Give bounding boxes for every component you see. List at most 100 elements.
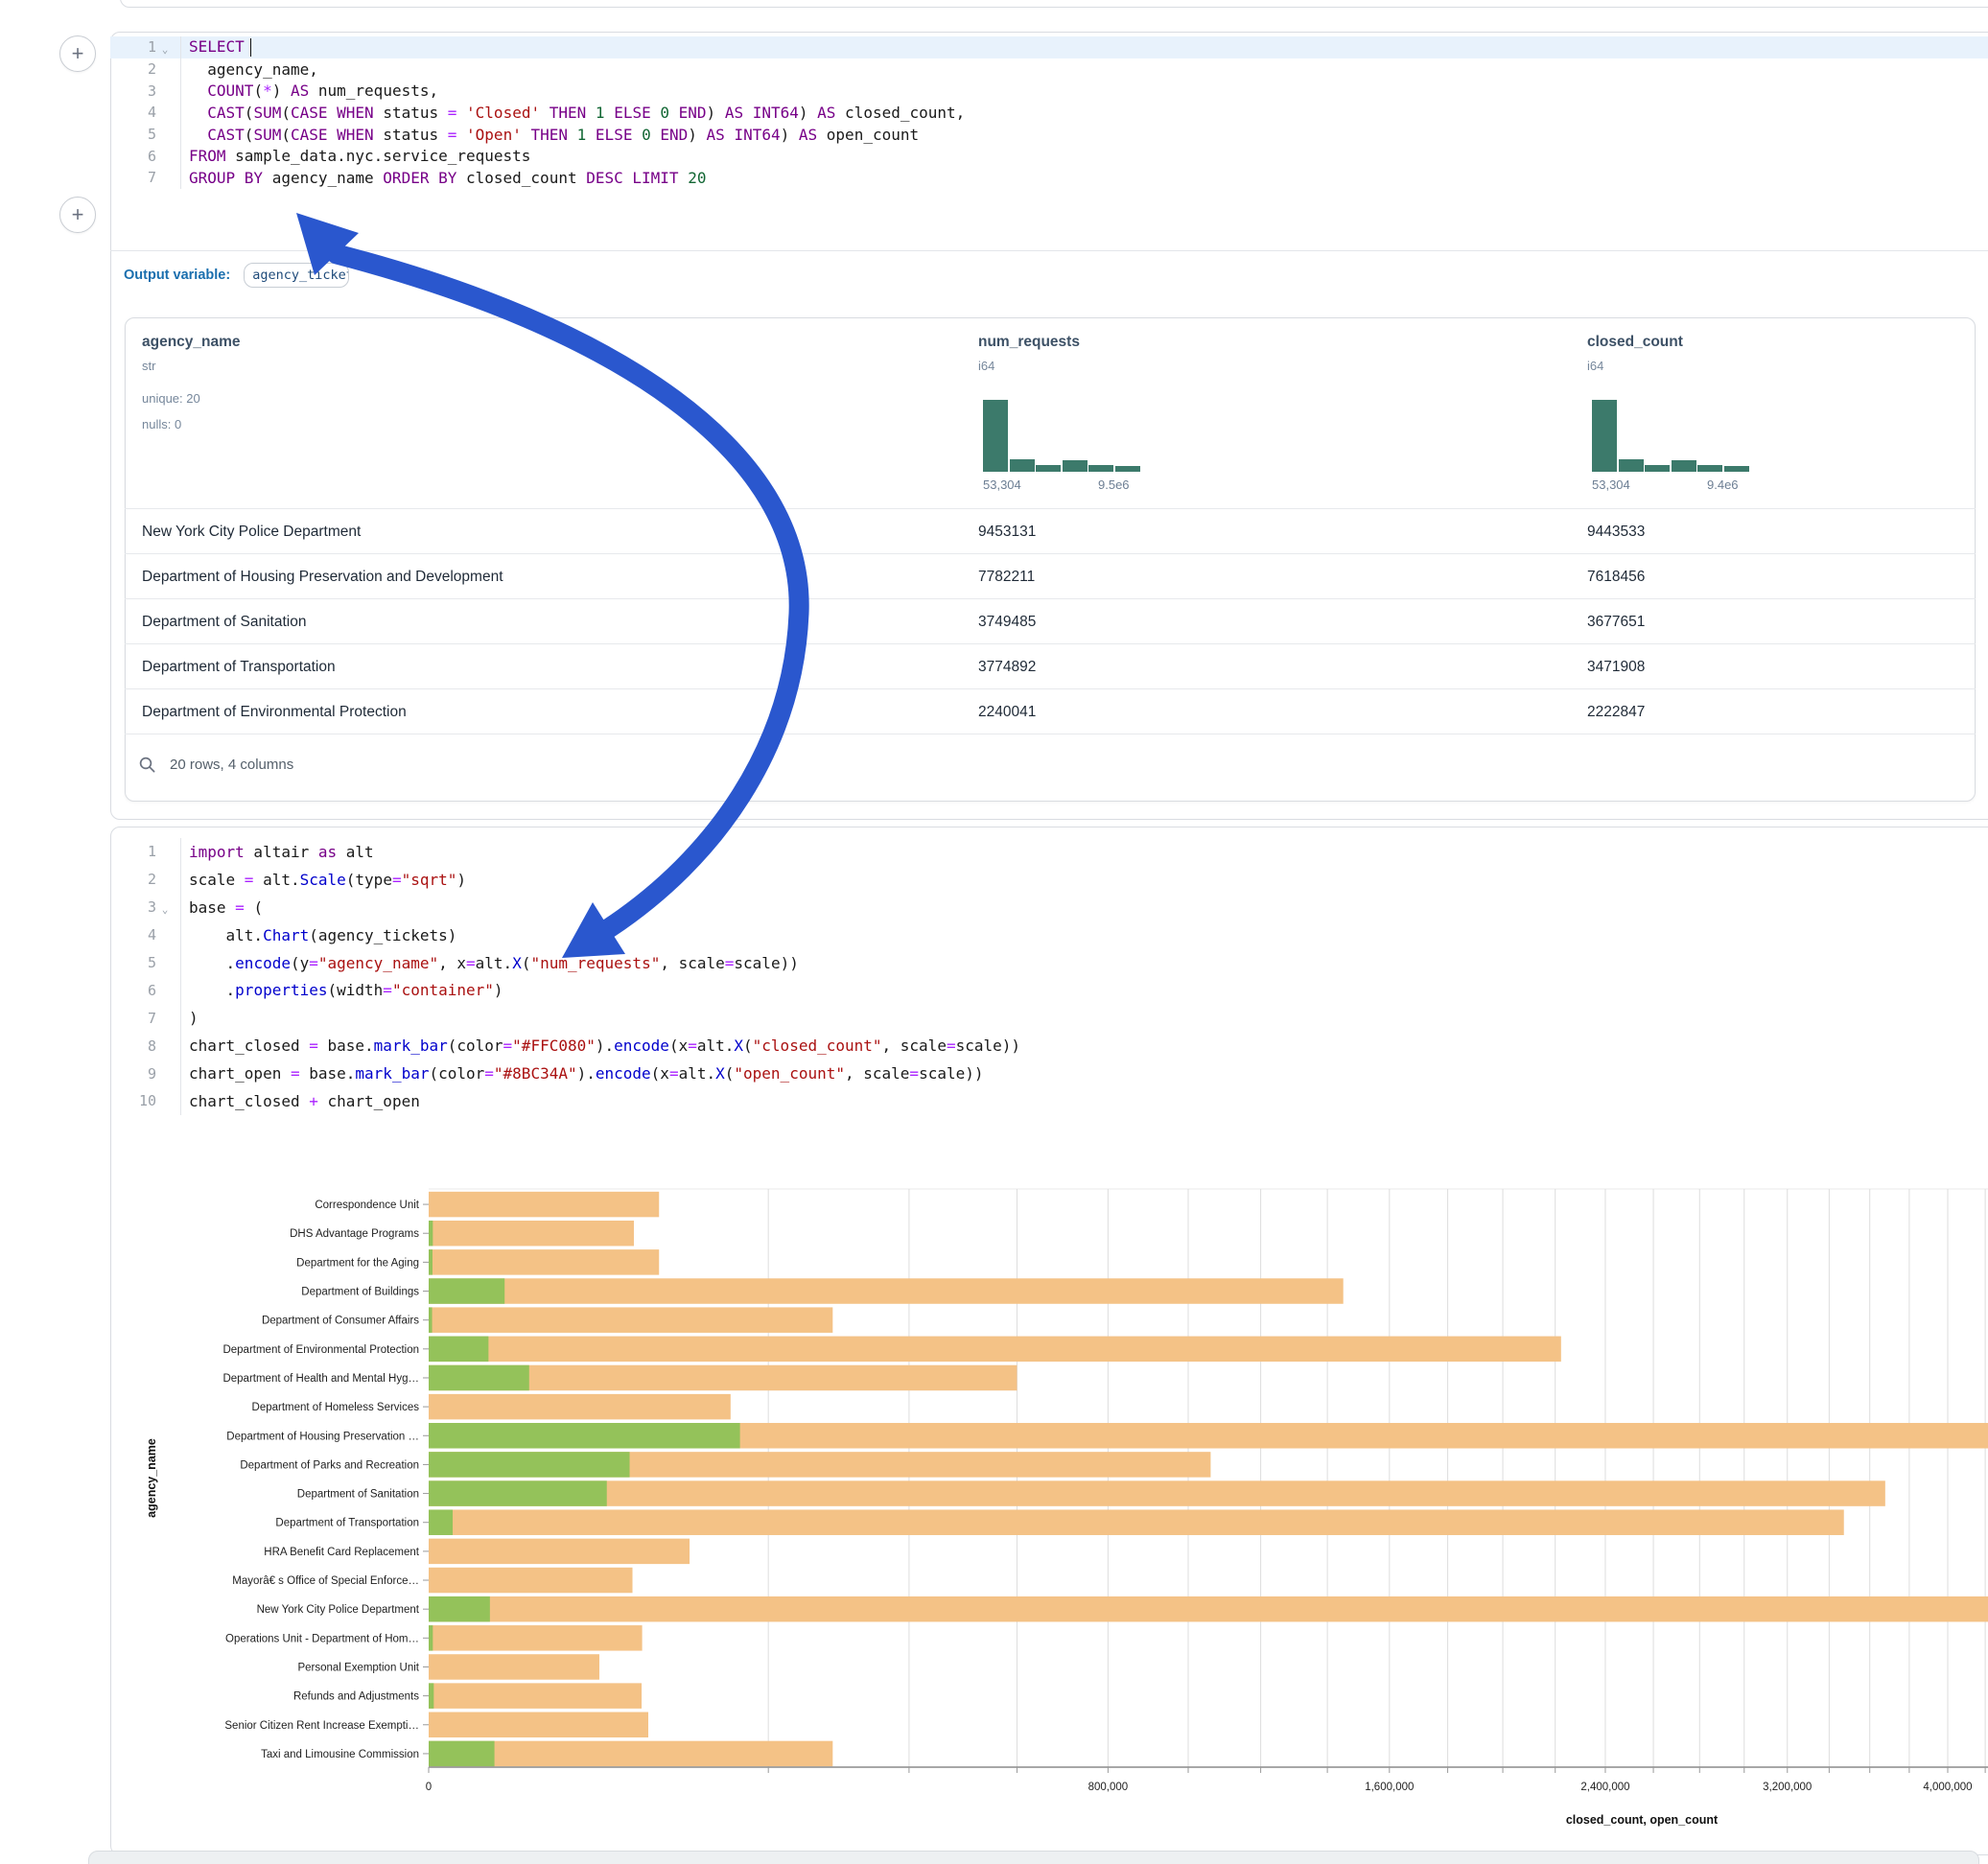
closed-count-bar bbox=[429, 1538, 690, 1565]
add-cell-button-middle[interactable]: + bbox=[59, 197, 96, 233]
gutter-separator bbox=[172, 838, 181, 866]
code-line[interactable]: 1 import altair as alt bbox=[110, 838, 1988, 866]
table-row-count: 20 rows, 4 columns bbox=[170, 757, 294, 773]
y-axis-label: Operations Unit - Department of Hom… bbox=[225, 1633, 419, 1644]
column-dtype: i64 bbox=[978, 359, 995, 373]
x-axis-tick-label: 0 bbox=[426, 1782, 432, 1793]
table-row[interactable]: Department of Environmental Protection 22… bbox=[125, 688, 1976, 734]
search-icon[interactable] bbox=[138, 756, 156, 774]
gutter-separator bbox=[172, 1032, 181, 1060]
code-line[interactable]: 4 CAST(SUM(CASE WHEN status = 'Closed' T… bbox=[110, 102, 1988, 124]
fold-chevron-icon[interactable]: ⌄ bbox=[161, 42, 169, 56]
code-line[interactable]: 2 agency_name, bbox=[110, 58, 1988, 81]
closed-count-bar bbox=[429, 1740, 833, 1767]
previous-cell-bottom-edge bbox=[120, 0, 1988, 8]
y-axis-label: Department of Parks and Recreation bbox=[240, 1459, 419, 1471]
output-variable-pill[interactable]: agency_tickets bbox=[244, 262, 350, 288]
x-axis-tick-label: 2,400,000 bbox=[1580, 1782, 1629, 1793]
y-axis-label: DHS Advantage Programs bbox=[290, 1228, 419, 1240]
histogram-bar bbox=[983, 400, 1008, 472]
closed-count-bar bbox=[429, 1480, 1885, 1506]
code-text: CAST(SUM(CASE WHEN status = 'Closed' THE… bbox=[207, 103, 966, 122]
table-cell: Department of Sanitation bbox=[142, 613, 307, 630]
code-line[interactable]: 4 alt.Chart(agency_tickets) bbox=[110, 920, 1988, 949]
histogram-bar bbox=[1062, 460, 1088, 472]
closed-count-bar bbox=[429, 1191, 660, 1218]
table-cell: 3749485 bbox=[978, 613, 1037, 630]
y-axis-label: Department of Housing Preservation … bbox=[226, 1431, 419, 1442]
y-axis-label: Department of Homeless Services bbox=[252, 1402, 420, 1413]
table-cell: Department of Housing Preservation and D… bbox=[142, 568, 503, 585]
column-stat: nulls: 0 bbox=[142, 417, 182, 431]
code-line[interactable]: 5 .encode(y="agency_name", x=alt.X("num_… bbox=[110, 948, 1988, 977]
code-line[interactable]: 1 ⌄ SELECT bbox=[110, 36, 1988, 58]
histogram-bar bbox=[1036, 464, 1061, 472]
code-line[interactable]: 10 chart_closed + chart_open bbox=[110, 1087, 1988, 1115]
code-text: chart_closed = base.mark_bar(color="#FFC… bbox=[189, 1037, 1021, 1056]
table-cell: 2222847 bbox=[1587, 703, 1646, 720]
closed-count-bar bbox=[429, 1278, 1344, 1304]
histogram-bar bbox=[1088, 465, 1113, 472]
add-cell-button-top[interactable]: + bbox=[59, 35, 96, 72]
table-cell: New York City Police Department bbox=[142, 523, 362, 540]
gutter-separator bbox=[172, 80, 181, 103]
table-cell: 9443533 bbox=[1587, 523, 1646, 540]
table-row[interactable]: Department of Sanitation 3749485 3677651 bbox=[125, 598, 1976, 644]
code-line[interactable]: 6 FROM sample_data.nyc.service_requests bbox=[110, 145, 1988, 168]
histogram-bar bbox=[1592, 400, 1617, 472]
open-count-bar bbox=[429, 1683, 434, 1709]
table-row[interactable]: New York City Police Department 9453131 94… bbox=[125, 508, 1976, 554]
y-axis-label: Correspondence Unit bbox=[315, 1200, 419, 1211]
x-axis-tick-label: 1,600,000 bbox=[1365, 1782, 1414, 1793]
open-count-bar bbox=[429, 1220, 433, 1247]
open-count-bar bbox=[429, 1278, 505, 1304]
line-number: 7 bbox=[147, 1009, 156, 1027]
histogram-bar bbox=[1723, 466, 1749, 472]
code-line[interactable]: 3 COUNT(*) AS num_requests, bbox=[110, 80, 1988, 103]
column-header[interactable]: closed_count bbox=[1587, 334, 1683, 350]
code-line[interactable]: 9 chart_open = base.mark_bar(color="#8BC3… bbox=[110, 1060, 1988, 1088]
column-histogram[interactable] bbox=[1592, 400, 1750, 472]
histogram-min-label: 53,304 bbox=[983, 478, 1021, 492]
histogram-min-label: 53,304 bbox=[1592, 478, 1630, 492]
code-line[interactable]: 7 GROUP BY agency_name ORDER BY closed_co… bbox=[110, 167, 1988, 189]
table-footer: 20 rows, 4 columns bbox=[138, 756, 293, 774]
code-line[interactable]: 7) bbox=[110, 1004, 1988, 1033]
table-cell: 9453131 bbox=[978, 523, 1037, 540]
y-axis-label: New York City Police Department bbox=[257, 1604, 420, 1616]
y-axis-label: Taxi and Limousine Commission bbox=[261, 1749, 419, 1760]
code-line[interactable]: 8 chart_closed = base.mark_bar(color="#FF… bbox=[110, 1032, 1988, 1060]
histogram-bar bbox=[1645, 464, 1670, 472]
y-axis-label: Department of Consumer Affairs bbox=[262, 1316, 419, 1327]
output-variable-label: Output variable: bbox=[124, 267, 231, 283]
column-header[interactable]: num_requests bbox=[978, 334, 1080, 350]
column-header[interactable]: agency_name bbox=[142, 334, 241, 350]
open-count-bar bbox=[429, 1336, 489, 1363]
column-histogram[interactable] bbox=[983, 400, 1141, 472]
x-axis-tick-label: 800,000 bbox=[1088, 1782, 1129, 1793]
code-text: ) bbox=[189, 1009, 199, 1028]
table-cell: 3471908 bbox=[1587, 658, 1646, 675]
code-text: CAST(SUM(CASE WHEN status = 'Open' THEN … bbox=[207, 125, 920, 144]
gutter-separator bbox=[172, 36, 181, 58]
y-axis-label: Senior Citizen Rent Increase Exempti… bbox=[224, 1720, 419, 1732]
y-axis-label: Department of Sanitation bbox=[297, 1489, 419, 1501]
sql-code-editor[interactable]: 1 ⌄ SELECT 2 agency_name, 3 COUNT(*) AS num_… bbox=[110, 36, 1988, 189]
table-row[interactable]: Department of Housing Preservation and D… bbox=[125, 553, 1976, 599]
x-axis-tick-label: 4,000,000 bbox=[1923, 1782, 1972, 1793]
code-line[interactable]: 5 CAST(SUM(CASE WHEN status = 'Open' THE… bbox=[110, 123, 1988, 146]
open-count-bar bbox=[429, 1452, 630, 1478]
histogram-bar bbox=[1697, 465, 1722, 472]
gutter-separator bbox=[172, 1087, 181, 1115]
code-line[interactable]: 2 scale = alt.Scale(type="sqrt") bbox=[110, 865, 1988, 894]
fold-chevron-icon[interactable]: ⌄ bbox=[161, 902, 169, 916]
python-code-editor[interactable]: 1 import altair as alt 2 scale = alt.Scale(… bbox=[110, 838, 1988, 1115]
open-count-bar bbox=[429, 1480, 607, 1506]
histogram-bar bbox=[1114, 466, 1140, 472]
code-line[interactable]: 3 ⌄ base = ( bbox=[110, 893, 1988, 921]
code-text: chart_open = base.mark_bar(color="#8BC34… bbox=[189, 1064, 984, 1083]
code-line[interactable]: 6 .properties(width="container") bbox=[110, 976, 1988, 1005]
table-row[interactable]: Department of Transportation 3774892 34719… bbox=[125, 643, 1976, 689]
closed-count-bar bbox=[429, 1220, 634, 1247]
y-axis-title: agency_name bbox=[145, 1438, 158, 1518]
